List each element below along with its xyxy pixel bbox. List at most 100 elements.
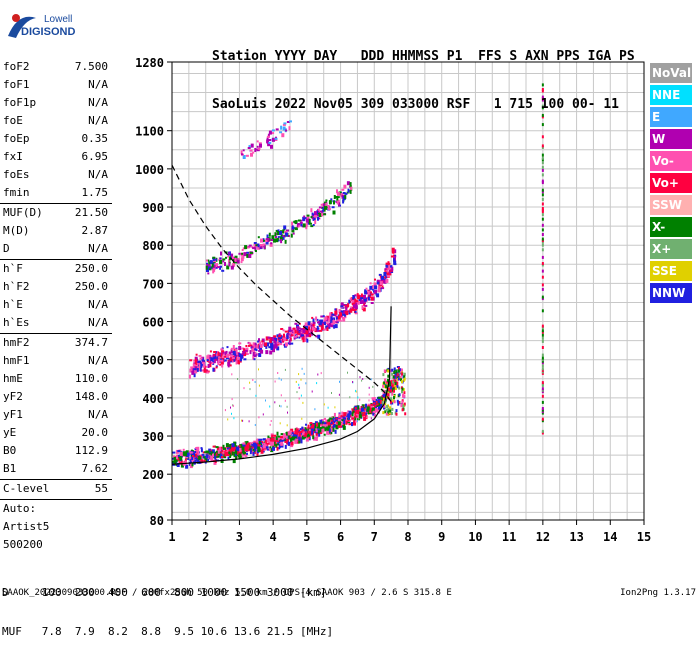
echo-point bbox=[389, 383, 391, 388]
echo-point bbox=[383, 393, 386, 397]
echo-point bbox=[196, 362, 200, 365]
echo-point bbox=[354, 310, 357, 313]
echo-point bbox=[216, 446, 220, 451]
echo-point bbox=[333, 324, 336, 329]
echo-point bbox=[248, 254, 252, 258]
echo-point bbox=[176, 463, 180, 467]
echo-point bbox=[392, 399, 395, 403]
echo-point bbox=[221, 350, 225, 353]
echo-point bbox=[355, 409, 356, 412]
echo-point bbox=[311, 316, 314, 319]
param-row-fof1p: foF1p N/A bbox=[0, 94, 112, 112]
echo-point bbox=[281, 435, 285, 440]
echo-point bbox=[189, 459, 192, 464]
echo-point bbox=[326, 430, 330, 435]
echo-point bbox=[274, 137, 278, 140]
echo-point bbox=[306, 338, 309, 343]
echo-point bbox=[348, 423, 352, 426]
echo-point bbox=[252, 342, 255, 347]
echo-point bbox=[336, 200, 339, 205]
echo-point bbox=[320, 203, 323, 206]
echo-point bbox=[289, 430, 292, 435]
echo-point bbox=[325, 206, 328, 209]
echo-point bbox=[237, 378, 239, 380]
echo-point bbox=[299, 428, 302, 431]
echo-point bbox=[292, 333, 295, 335]
echo-point bbox=[298, 336, 301, 339]
echo-point bbox=[296, 326, 300, 331]
echo-point bbox=[384, 402, 387, 406]
echo-point bbox=[212, 445, 216, 448]
echo-point bbox=[348, 410, 352, 415]
echo-point bbox=[323, 422, 327, 425]
echo-point bbox=[255, 448, 258, 453]
echo-point bbox=[267, 435, 270, 440]
echo-point bbox=[258, 416, 260, 419]
echo-point bbox=[390, 412, 393, 415]
echo-point bbox=[246, 444, 250, 449]
echo-point bbox=[243, 358, 247, 361]
echo-point bbox=[382, 384, 385, 388]
echo-point bbox=[334, 310, 338, 315]
echo-point bbox=[336, 421, 340, 424]
echo-point bbox=[349, 419, 351, 422]
echo-point bbox=[243, 451, 246, 454]
param-value: 6.95 bbox=[81, 150, 109, 163]
echo-point bbox=[356, 294, 360, 299]
echo-point bbox=[226, 451, 229, 456]
echo-point bbox=[310, 423, 313, 426]
echo-point bbox=[312, 435, 315, 440]
echo-point bbox=[194, 457, 198, 460]
echo-point bbox=[316, 422, 319, 427]
echo-point bbox=[292, 435, 294, 438]
param-value: N/A bbox=[88, 242, 108, 255]
echo-point bbox=[189, 451, 193, 454]
echo-point bbox=[275, 229, 279, 232]
echo-point bbox=[375, 406, 378, 409]
echo-point bbox=[284, 239, 287, 244]
echo-point bbox=[369, 409, 371, 414]
param-value: 7.500 bbox=[74, 60, 108, 73]
echo-point bbox=[256, 344, 259, 349]
echo-point bbox=[266, 135, 270, 138]
echo-point bbox=[342, 192, 346, 194]
echo-point bbox=[245, 347, 249, 352]
echo-point bbox=[245, 444, 248, 447]
echo-point bbox=[262, 239, 266, 242]
echo-point bbox=[231, 398, 233, 401]
echo-point bbox=[393, 384, 396, 388]
echo-point bbox=[240, 150, 243, 155]
echo-point bbox=[224, 351, 228, 356]
echo-point bbox=[220, 359, 223, 362]
echo-point bbox=[226, 353, 230, 358]
echo-point bbox=[242, 155, 246, 159]
echo-point-12mhz bbox=[541, 165, 544, 169]
echo-point bbox=[387, 261, 390, 266]
echo-point bbox=[262, 438, 266, 441]
echo-point bbox=[269, 242, 273, 247]
echo-point bbox=[337, 315, 341, 320]
echo-point bbox=[225, 357, 229, 360]
echo-point bbox=[241, 347, 245, 350]
echo-point-12mhz bbox=[541, 400, 544, 404]
echo-point bbox=[319, 432, 322, 435]
echo-point bbox=[291, 228, 295, 233]
echo-point bbox=[327, 406, 329, 409]
echo-point bbox=[359, 300, 363, 304]
echo-point bbox=[228, 354, 231, 357]
echo-point bbox=[369, 291, 372, 294]
echo-point bbox=[259, 244, 263, 246]
echo-point bbox=[229, 456, 232, 458]
echo-point bbox=[240, 451, 243, 454]
echo-point bbox=[311, 425, 314, 430]
echo-point bbox=[283, 333, 285, 338]
echo-point bbox=[304, 432, 308, 437]
echo-point bbox=[228, 258, 231, 263]
echo-point bbox=[317, 321, 320, 324]
echo-point bbox=[394, 387, 397, 391]
echo-point bbox=[269, 405, 271, 408]
echo-point bbox=[330, 198, 333, 201]
x-tick-label: 1 bbox=[168, 530, 175, 544]
echo-point bbox=[336, 196, 340, 199]
x-tick-label: 13 bbox=[569, 530, 583, 544]
